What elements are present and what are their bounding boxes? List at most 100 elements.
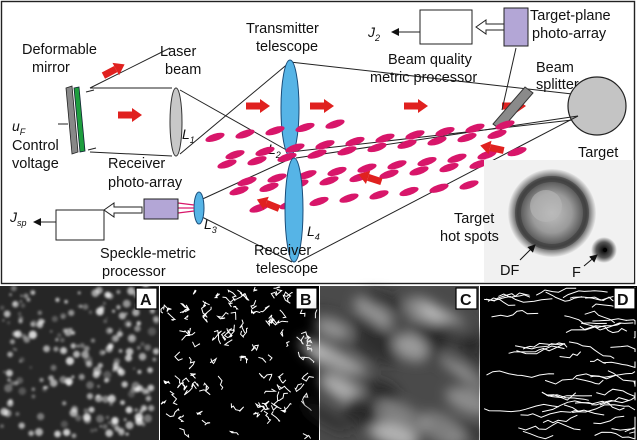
- speckle-dot: [18, 319, 23, 324]
- return-beam-arrows: [256, 140, 505, 212]
- contour-segment: [277, 373, 287, 384]
- contour-segment: [160, 306, 164, 314]
- contour-segment: [183, 315, 189, 320]
- contour-segment: [216, 311, 229, 320]
- contour-segment: [569, 296, 601, 301]
- speckle-dot: [91, 289, 100, 297]
- contour-segment: [565, 322, 634, 334]
- speckle-ellipse: [337, 146, 357, 156]
- deformable-mirror: [58, 85, 97, 155]
- speckle-dot: [15, 412, 20, 416]
- speckle-dot: [60, 337, 65, 343]
- speckle-dot: [5, 369, 13, 377]
- svg-text:Beam: Beam: [536, 60, 574, 76]
- speckle-ellipse: [205, 132, 225, 142]
- contour-segment: [250, 300, 257, 310]
- speckle-ellipse: [325, 119, 345, 129]
- df-label: DF: [500, 263, 519, 279]
- speckle-dot: [104, 291, 111, 299]
- speckle-dot: [121, 381, 128, 388]
- contour-segment: [260, 305, 270, 313]
- contour-segment: [270, 405, 282, 411]
- contour-segment: [285, 341, 290, 348]
- speckle-dot: [48, 375, 54, 381]
- contour-segment: [258, 372, 273, 381]
- speckle-ellipse: [477, 150, 497, 160]
- beam-quality-processor-label: Beam quality metric processor: [370, 52, 477, 86]
- speckle-ellipse: [469, 159, 489, 169]
- speckle-dot: [118, 312, 126, 320]
- contour-segment: [535, 287, 577, 296]
- speckle-dot: [61, 316, 64, 319]
- contour-segment: [240, 330, 245, 338]
- contour-segment: [592, 318, 627, 322]
- speckle-ellipse: [247, 156, 267, 166]
- speckle-dot: [3, 409, 12, 418]
- contour-segment: [276, 384, 292, 393]
- target-plane-array-label: Target-plane photo-array: [530, 8, 611, 42]
- contour-segment: [192, 341, 201, 348]
- contour-segment: [244, 356, 249, 364]
- contour-segment: [594, 431, 636, 440]
- contour-segment: [177, 414, 185, 422]
- lens-l4-label: L4: [307, 223, 320, 242]
- speckle-dot: [39, 377, 44, 383]
- speckle-dot: [3, 370, 6, 373]
- speckle-dot: [19, 300, 23, 303]
- speckle-dot: [31, 291, 35, 295]
- speckle-dot: [105, 415, 110, 419]
- contour-segment: [268, 314, 278, 325]
- contour-segment: [174, 351, 183, 361]
- speckle-dot: [71, 375, 75, 379]
- contour-segment: [546, 394, 593, 399]
- contour-segment: [270, 291, 277, 299]
- speckle-dot: [125, 347, 134, 356]
- speckle-ellipse: [409, 166, 429, 176]
- speckle-dot: [124, 320, 132, 328]
- jsp-label: Jsp: [9, 209, 27, 228]
- speckle-dot: [0, 424, 4, 429]
- speckle-dot: [104, 378, 109, 383]
- contour-segment: [515, 342, 566, 350]
- j2-label: J2: [367, 24, 380, 43]
- contour-segment: [607, 370, 636, 387]
- speckle-ellipse: [375, 133, 395, 143]
- contour-segment: [177, 382, 188, 391]
- beam-arrow: [101, 62, 125, 79]
- speckle-blob: [393, 333, 429, 362]
- speckle-dot: [43, 345, 51, 353]
- speckle-dot: [99, 425, 102, 428]
- speckle-dot: [49, 379, 58, 387]
- speckle-dot: [112, 362, 119, 369]
- speckle-dot: [125, 432, 129, 436]
- speckle-blob: [445, 387, 491, 416]
- speckle-dot: [4, 384, 13, 393]
- speckle-dot: [8, 398, 13, 404]
- speckle-dot: [49, 330, 53, 333]
- contour-segment: [192, 289, 197, 295]
- speckle-blob: [314, 318, 351, 340]
- speckle-dot: [83, 345, 90, 352]
- contour-segment: [486, 370, 555, 378]
- speckle-dot: [51, 315, 58, 322]
- speckle-dot: [37, 310, 42, 315]
- contour-segment: [239, 355, 246, 361]
- speckle-blob: [404, 296, 441, 326]
- speckle-dot: [134, 413, 144, 422]
- speckle-dot: [45, 386, 49, 389]
- contour-segment: [163, 304, 172, 312]
- contour-segment: [276, 391, 288, 402]
- speckle-dot: [145, 390, 149, 394]
- speckle-ellipse: [457, 133, 477, 143]
- speckle-blob: [307, 345, 368, 376]
- speckle-ellipse: [417, 156, 437, 167]
- contour-segment: [233, 305, 239, 310]
- deformable-mirror-label: Deformable mirror: [22, 42, 97, 76]
- speckle-dot: [132, 308, 140, 317]
- speckle-dot: [122, 299, 131, 308]
- contour-segment: [228, 302, 233, 308]
- contour-segment: [275, 289, 283, 296]
- contour-segment: [220, 331, 227, 341]
- speckle-dot: [107, 421, 111, 425]
- speckle-dot: [133, 367, 136, 370]
